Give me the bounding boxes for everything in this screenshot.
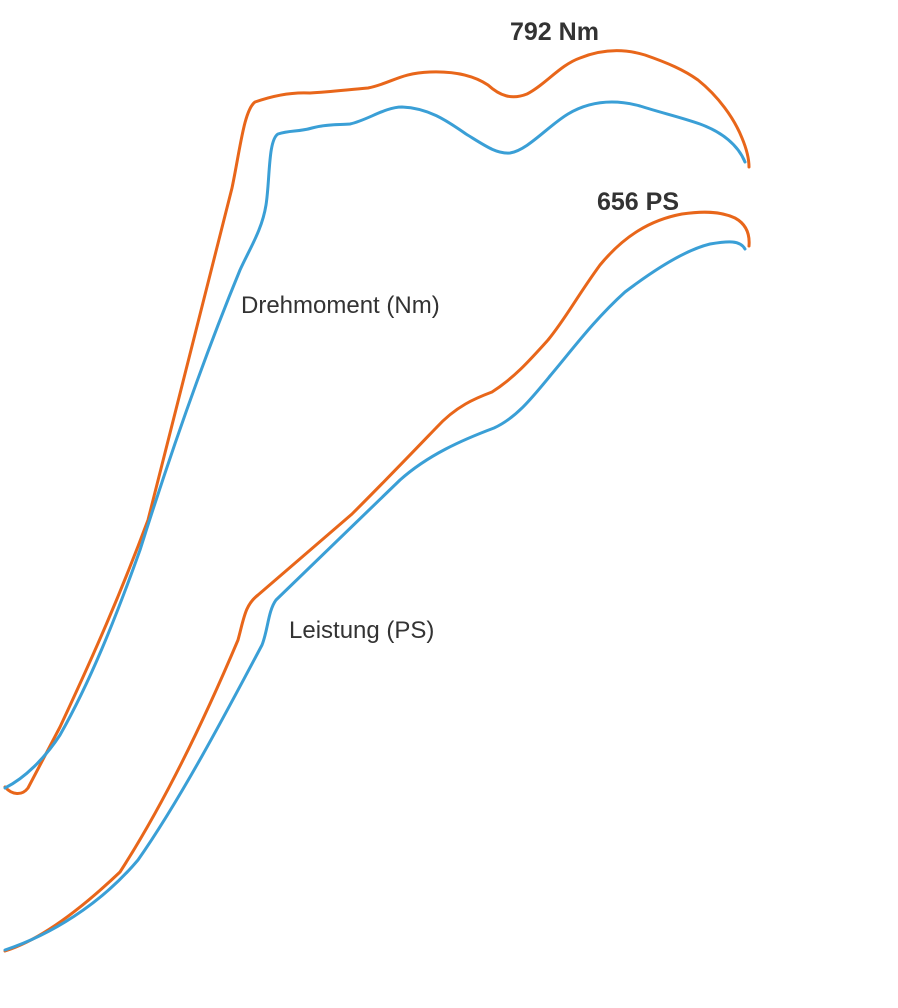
power-series-label: Leistung (PS) [289, 617, 434, 644]
torque-stock-line [3, 100, 747, 790]
torque-peak-label: 792 Nm [510, 18, 599, 46]
power-tuned-line [3, 210, 751, 953]
power-stock-line [3, 240, 747, 952]
torque-series-label: Drehmoment (Nm) [241, 292, 440, 319]
torque-tuned-line [3, 49, 751, 795]
power-peak-label: 656 PS [597, 188, 679, 216]
